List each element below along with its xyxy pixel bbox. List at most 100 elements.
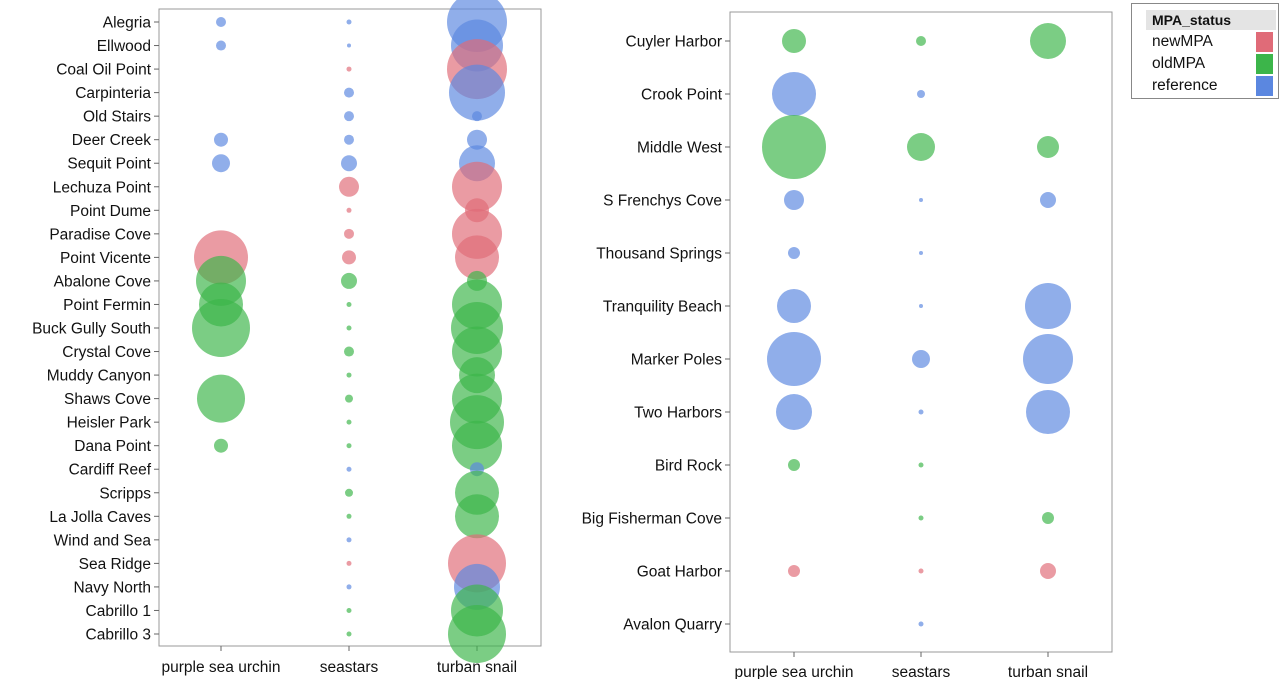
y-tick-label: Deer Creek: [72, 132, 151, 149]
chart-panel-2: purple sea urchin seastars turban snail Cuy…: [582, 11, 1113, 679]
bubble-oldmpa: [346, 607, 352, 613]
y-tick-label: Cardiff Reef: [69, 462, 152, 479]
x-tick-label: purple sea urchin: [162, 659, 281, 676]
legend: MPA_status newMPA oldMPA reference: [1131, 3, 1279, 99]
y-tick-label: Old Stairs: [83, 109, 151, 126]
y-tick-label: Avalon Quarry: [623, 617, 722, 634]
bubble-oldmpa: [782, 29, 806, 53]
bubble-oldmpa: [346, 419, 352, 425]
bubble-reference: [1023, 334, 1073, 384]
bubble-reference: [912, 350, 930, 368]
bubble-reference: [346, 584, 352, 590]
bubble-oldmpa: [346, 372, 352, 378]
bubble-newmpa: [1040, 563, 1056, 579]
bubble-oldmpa: [346, 325, 352, 331]
bubble-oldmpa: [1037, 136, 1059, 158]
y-tick-label: Point Dume: [70, 203, 151, 220]
bubble-oldmpa: [346, 631, 352, 637]
y-tick-label: Thousand Springs: [596, 246, 722, 263]
bubble-reference: [918, 409, 924, 415]
y-tick-label: Navy North: [73, 579, 151, 596]
y-tick-label: Lechuza Point: [53, 179, 152, 196]
bubble-reference: [772, 72, 816, 116]
x-tick-label: turban snail: [437, 659, 517, 676]
legend-item-reference: reference: [1150, 76, 1278, 96]
bubble-reference: [344, 111, 354, 122]
legend-swatch-newmpa: [1256, 32, 1273, 52]
bubble-newmpa: [788, 565, 800, 577]
bubble-oldmpa: [1030, 23, 1066, 59]
y-tick-label: Paradise Cove: [49, 226, 151, 243]
y-tick-label: Sea Ridge: [79, 556, 151, 573]
y-tick-label: Sequit Point: [67, 156, 151, 173]
bubble-oldmpa: [452, 420, 502, 471]
bubble-reference: [341, 155, 357, 172]
bubble-oldmpa: [762, 115, 826, 179]
bubble-reference: [346, 466, 352, 472]
y-tick-label: Buck Gully South: [32, 321, 151, 338]
bubble-reference: [216, 17, 226, 27]
y-tick-label: Ellwood: [97, 38, 151, 55]
bubble-reference: [919, 304, 923, 308]
y-tick-label: Cuyler Harbor: [626, 34, 722, 51]
y-tick-label: Tranquility Beach: [603, 299, 722, 316]
bubble-reference: [212, 154, 230, 173]
y-tick-label: Abalone Cove: [54, 273, 151, 290]
bubble-oldmpa: [345, 394, 353, 403]
bubble-oldmpa: [916, 36, 926, 46]
legend-label: newMPA: [1152, 33, 1213, 50]
bubble-reference: [214, 132, 228, 147]
y-tick-label: Scripps: [99, 485, 151, 502]
bubble-reference: [788, 247, 800, 259]
y-tick-label: Heisler Park: [67, 415, 152, 432]
y-tick-label: Two Harbors: [634, 405, 722, 422]
bubble-reference: [1040, 192, 1056, 208]
y-tick-label: Cabrillo 1: [86, 603, 151, 620]
bubble-reference: [918, 621, 924, 627]
bubble-oldmpa: [192, 299, 250, 357]
legend-title: MPA_status: [1146, 10, 1276, 30]
x-tick-label: purple sea urchin: [735, 664, 854, 679]
bubble-newmpa: [452, 161, 502, 212]
legend-label: oldMPA: [1152, 55, 1206, 72]
bubble-oldmpa: [918, 462, 924, 468]
y-tick-label: S Frenchys Cove: [603, 193, 722, 210]
x-tick-label: seastars: [320, 659, 379, 676]
legend-item-oldmpa: oldMPA: [1150, 54, 1278, 74]
legend-label: reference: [1152, 77, 1218, 94]
bubble-newmpa: [344, 228, 354, 239]
chart-panel-1: purple sea urchin seastars turban snail Ale…: [32, 0, 542, 676]
bubble-reference: [919, 251, 923, 255]
bubble-reference: [1025, 283, 1071, 329]
bubble-reference: [472, 111, 482, 122]
bubble-oldmpa: [788, 459, 800, 471]
legend-swatch-reference: [1256, 76, 1273, 96]
x-tick-label: turban snail: [1008, 664, 1088, 679]
bubble-reference: [777, 289, 811, 323]
bubble-oldmpa: [344, 346, 354, 357]
y-tick-label: Carpinteria: [75, 85, 151, 102]
y-tick-label: Point Fermin: [63, 297, 151, 314]
y-tick-label: Shaws Cove: [64, 391, 151, 408]
y-tick-label: La Jolla Caves: [49, 509, 151, 526]
bubble-newmpa: [918, 568, 924, 574]
bubble-reference: [917, 90, 925, 98]
bubble-reference: [449, 64, 505, 121]
y-tick-label: Crook Point: [641, 87, 723, 104]
y-tick-label: Bird Rock: [655, 458, 722, 475]
bubble-newmpa: [339, 176, 359, 197]
bubble-reference: [346, 19, 352, 25]
legend-item-newmpa: newMPA: [1150, 32, 1278, 52]
bubble-reference: [344, 134, 354, 145]
bubble-reference: [216, 40, 226, 51]
bubble-reference: [776, 394, 812, 430]
bubble-reference: [344, 87, 354, 98]
x-tick-label: seastars: [892, 664, 951, 679]
bubble-newmpa: [346, 66, 352, 72]
y-tick-label: Big Fisherman Cove: [582, 511, 722, 528]
bubble-oldmpa: [346, 301, 352, 307]
bubble-reference: [346, 537, 352, 543]
bubble-oldmpa: [345, 488, 353, 497]
y-tick-label: Goat Harbor: [637, 564, 722, 581]
